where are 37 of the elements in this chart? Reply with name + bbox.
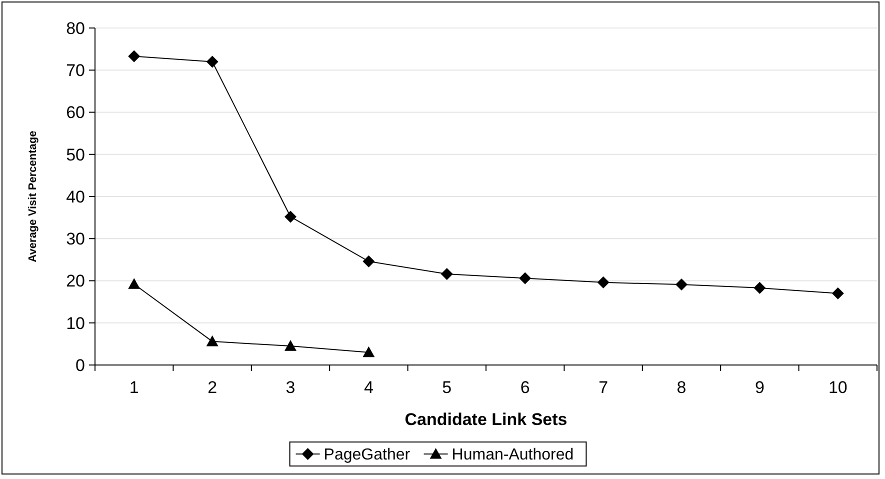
- y-axis-title: Average Visit Percentage: [27, 130, 39, 262]
- point: [362, 346, 375, 358]
- y-tick-label: 60: [66, 103, 85, 122]
- point: [676, 278, 688, 291]
- y-tick-label: 40: [66, 187, 85, 206]
- point: [440, 268, 453, 280]
- x-tick-label: 1: [129, 378, 139, 397]
- x-tick-label: 3: [286, 378, 296, 397]
- y-tick-label: 70: [66, 61, 85, 80]
- legend-label: Human-Authored: [452, 446, 574, 464]
- legend-label: PageGather: [324, 446, 411, 464]
- x-tick-label: 2: [208, 378, 218, 397]
- x-tick-label: 7: [598, 378, 608, 397]
- y-tick-label: 10: [66, 314, 85, 333]
- point: [128, 50, 140, 62]
- point: [832, 287, 844, 300]
- point: [206, 335, 218, 346]
- y-tick-label: 80: [66, 18, 85, 38]
- y-tick-label: 30: [66, 230, 85, 249]
- x-tick-label: 9: [754, 378, 764, 397]
- y-tick-label: 50: [66, 145, 85, 164]
- point: [128, 278, 140, 289]
- x-tick-label: 5: [442, 378, 452, 397]
- point: [519, 272, 532, 284]
- point: [754, 282, 766, 294]
- x-tick-label: 6: [520, 378, 530, 397]
- point: [362, 255, 375, 268]
- y-tick-label: 20: [66, 272, 85, 291]
- point: [284, 210, 296, 223]
- x-tick-label: 10: [828, 378, 848, 397]
- point: [206, 56, 218, 68]
- x-axis-title: Candidate Link Sets: [404, 410, 568, 429]
- x-tick-label: 8: [676, 378, 686, 397]
- x-tick-label: 4: [364, 378, 374, 397]
- point: [284, 340, 296, 351]
- y-tick-label: 0: [76, 356, 85, 375]
- point: [597, 276, 610, 288]
